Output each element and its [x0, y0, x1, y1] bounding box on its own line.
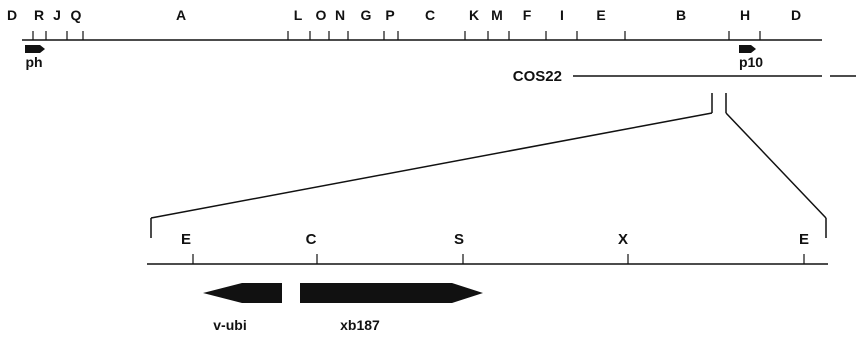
fragment-label-d-right: D [791, 7, 801, 23]
fragment-label-c: C [425, 7, 435, 23]
fragment-label-d-left: D [7, 7, 17, 23]
ph-promoter-label: ph [25, 54, 42, 70]
fragment-labels: D R J Q A L O N G P C K M F I E B H D [7, 7, 801, 23]
fragment-label-k: K [469, 7, 479, 23]
fragment-label-r: R [34, 7, 44, 23]
fragment-label-o: O [316, 7, 327, 23]
v-ubi-gene-arrow [203, 283, 282, 303]
fragment-label-b: B [676, 7, 686, 23]
fragment-label-g: G [361, 7, 372, 23]
site-label-e-left: E [181, 231, 191, 248]
fragment-label-h: H [740, 7, 750, 23]
fragment-label-a: A [176, 7, 186, 23]
zoom-line-left [150, 112, 713, 219]
fragment-label-l: L [294, 7, 303, 23]
fragment-label-i: I [560, 7, 564, 23]
xb187-gene-arrow [300, 283, 483, 303]
fragment-label-j: J [53, 7, 61, 23]
fragment-label-n: N [335, 7, 345, 23]
fragment-boundaries [32, 31, 761, 40]
cosmid-label: COS22 [513, 68, 562, 85]
site-label-s: S [454, 231, 464, 248]
site-label-e-right: E [799, 231, 809, 248]
restriction-site-ticks [192, 254, 805, 264]
zoom-line-right [725, 112, 827, 219]
fragment-label-q: Q [71, 7, 82, 23]
v-ubi-gene-label: v-ubi [213, 317, 246, 333]
fragment-label-p: P [385, 7, 394, 23]
fragment-label-m: M [491, 7, 503, 23]
ph-promoter-arrow [25, 45, 45, 53]
p10-promoter-arrow [739, 45, 756, 53]
fragment-label-f: F [523, 7, 532, 23]
site-label-c: C [306, 231, 317, 248]
fragment-label-e: E [596, 7, 605, 23]
p10-promoter-label: p10 [739, 54, 763, 70]
xb187-gene-label: xb187 [340, 317, 380, 333]
restriction-site-labels: E C S X E [181, 231, 809, 248]
site-label-x: X [618, 231, 628, 248]
